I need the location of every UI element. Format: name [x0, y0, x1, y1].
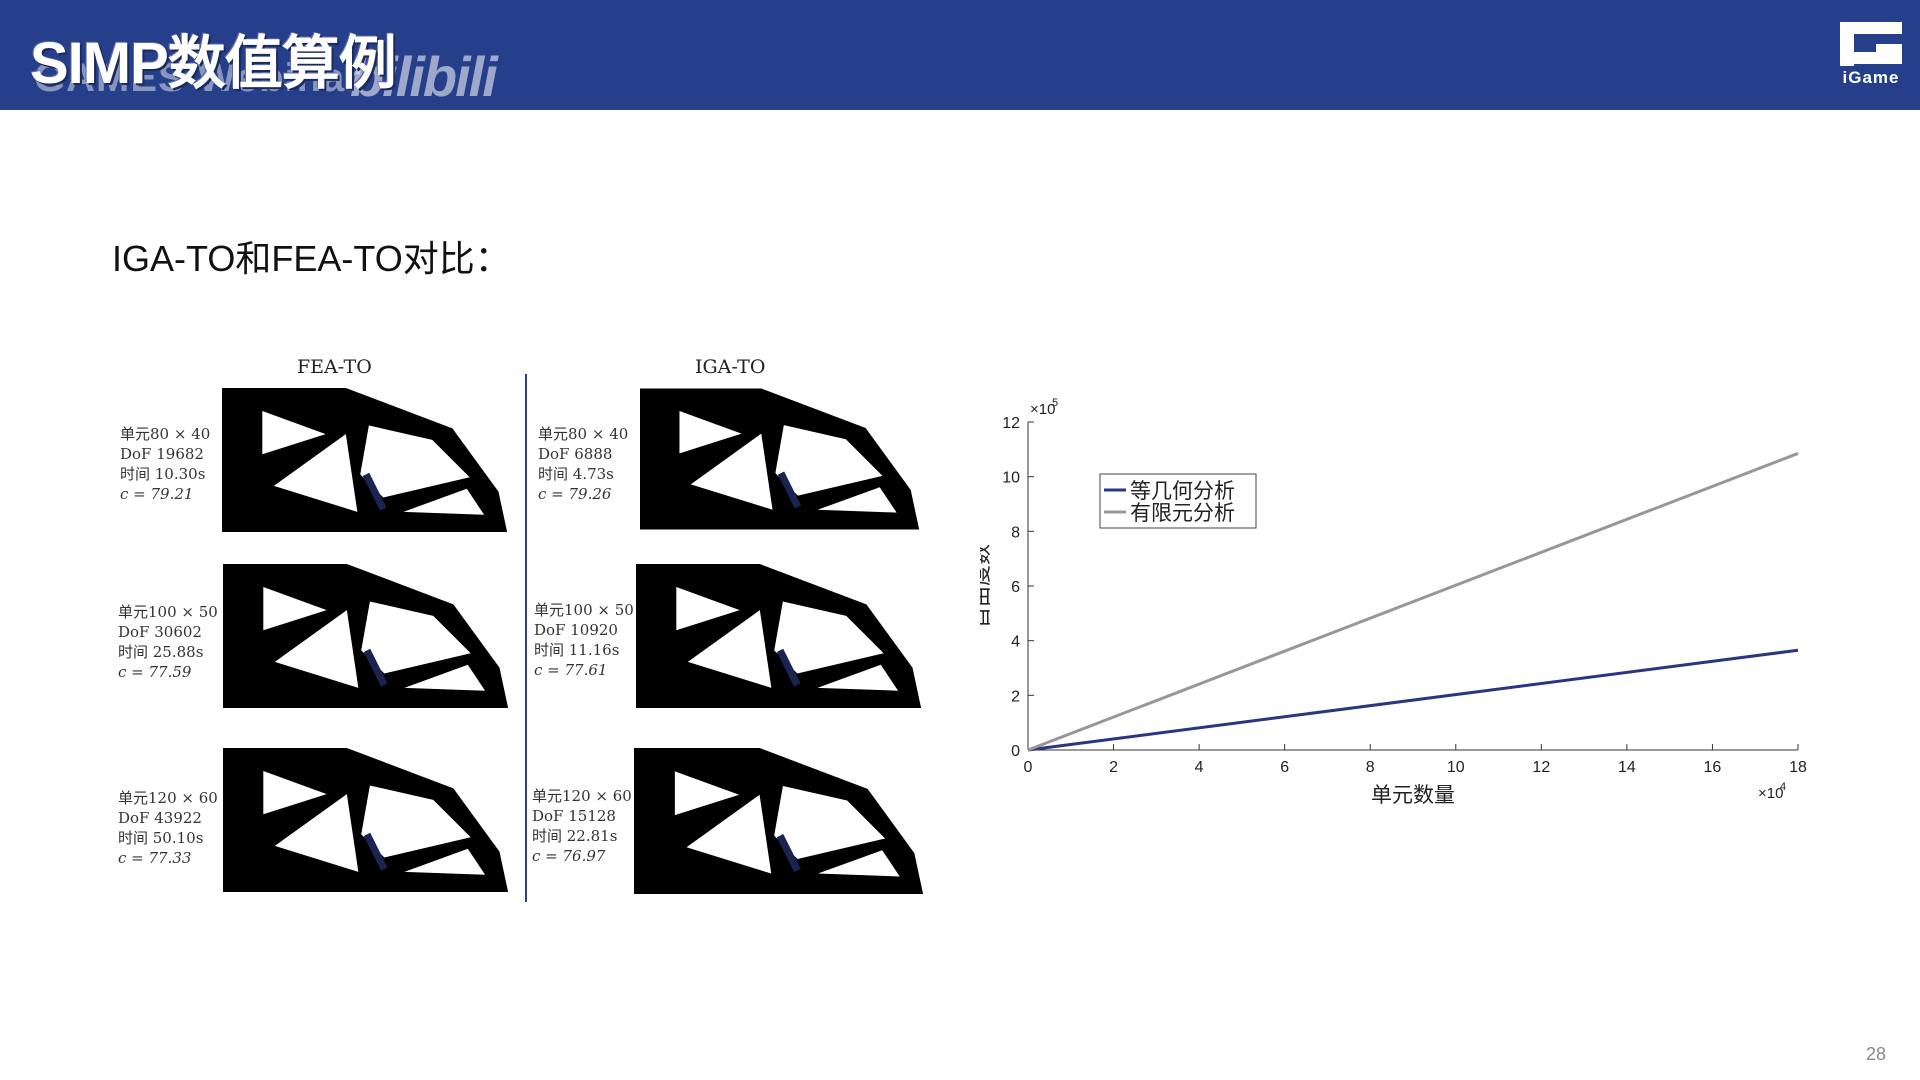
case-compliance: c = 76.97: [532, 847, 606, 865]
y-axis-exponent: 5: [1052, 397, 1058, 409]
y-tick-label: 12: [1002, 415, 1020, 432]
legend-label-2: 有限元分析: [1130, 501, 1235, 525]
x-tick-label: 4: [1195, 759, 1204, 776]
x-tick-label: 0: [1024, 759, 1033, 776]
slide-title: SIMP数值算例: [30, 31, 397, 96]
case-mesh: 单元100 × 50: [118, 603, 218, 621]
case-time: 时间 4.73s: [538, 465, 614, 483]
y-tick-label: 8: [1011, 524, 1020, 541]
y-tick-label: 2: [1011, 688, 1020, 705]
case-mesh: 单元80 × 40: [120, 425, 211, 443]
case-compliance: c = 79.26: [538, 485, 612, 503]
y-tick-label: 6: [1011, 579, 1020, 596]
series-line-1: [1027, 648, 1799, 752]
x-tick-label: 8: [1366, 759, 1375, 776]
y-axis-label: 自由度数: [980, 544, 993, 628]
legend-box: [1099, 473, 1257, 529]
column-divider: [525, 374, 527, 902]
watermark-bilibili: bilibili: [350, 45, 498, 108]
x-tick-label: 10: [1447, 759, 1465, 776]
fea-case-1: 单元80 × 40 DoF 19682 时间 10.30s c = 79.21: [120, 424, 210, 504]
case-time: 时间 10.30s: [120, 465, 206, 483]
igame-logo: [1840, 22, 1902, 66]
x-tick-label: 2: [1109, 759, 1118, 776]
x-tick-label: 6: [1280, 759, 1289, 776]
case-mesh: 单元100 × 50: [534, 601, 634, 619]
iga-beam-image-1: [640, 388, 922, 530]
case-dof: DoF 43922: [118, 809, 202, 827]
section-subtitle: IGA-TO和FEA-TO对比：: [112, 238, 511, 279]
case-dof: DoF 10920: [534, 621, 618, 639]
legend-label-1: 等几何分析: [1130, 479, 1235, 503]
case-compliance: c = 77.59: [118, 663, 192, 681]
y-tick-label: 10: [1002, 470, 1020, 487]
case-time: 时间 22.81s: [532, 827, 618, 845]
x-axis-exponent: 4: [1780, 781, 1786, 793]
x-tick-label: 18: [1789, 759, 1807, 776]
fea-beam-image-1: [222, 388, 510, 532]
x-tick-label: 14: [1618, 759, 1636, 776]
x-axis-label: 单元数量: [1371, 783, 1455, 807]
fea-beam-image-3: [222, 748, 512, 892]
iga-beam-image-2: [636, 564, 924, 708]
iga-column-title: IGA-TO: [695, 356, 766, 378]
case-dof: DoF 19682: [120, 445, 204, 463]
case-mesh: 单元120 × 60: [532, 787, 632, 805]
case-time: 时间 50.10s: [118, 829, 204, 847]
case-time: 时间 11.16s: [534, 641, 620, 659]
dof-comparison-chart: 0 2 4 6 8 10 12 14 16 18024681012×105×104单元数量自由度数…: [980, 397, 1807, 807]
fea-case-3: 单元120 × 60 DoF 43922 时间 50.10s c = 77.33: [118, 788, 218, 868]
y-axis-multiplier: ×10: [1030, 401, 1055, 418]
case-compliance: c = 79.21: [120, 485, 194, 503]
case-time: 时间 25.88s: [118, 643, 204, 661]
x-tick-label: 12: [1532, 759, 1550, 776]
fea-beam-image-2: [222, 564, 512, 708]
iga-case-1: 单元80 × 40 DoF 6888 时间 4.73s c = 79.26: [538, 424, 628, 504]
page-number: 28: [1866, 1044, 1887, 1064]
case-compliance: c = 77.33: [118, 849, 192, 867]
logo-text: iGame: [1842, 68, 1900, 87]
x-axis-multiplier: ×10: [1758, 785, 1783, 802]
x-tick-label: 16: [1704, 759, 1722, 776]
case-compliance: c = 77.61: [534, 661, 608, 679]
watermark-text: GAMES Webinar: [34, 56, 362, 100]
iga-beam-image-3: [634, 748, 926, 894]
fea-column-title: FEA-TO: [297, 356, 372, 378]
iga-case-3: 单元120 × 60 DoF 15128 时间 22.81s c = 76.97: [532, 786, 632, 866]
fea-case-2: 单元100 × 50 DoF 30602 时间 25.88s c = 77.59: [118, 602, 218, 682]
case-mesh: 单元80 × 40: [538, 425, 629, 443]
case-dof: DoF 30602: [118, 623, 202, 641]
series-line-2: [1027, 452, 1799, 752]
iga-case-2: 单元100 × 50 DoF 10920 时间 11.16s c = 77.61: [534, 600, 634, 680]
title-bar: GAMES Webinar bilibili SIMP数值算例 iGame: [0, 0, 1920, 110]
y-tick-label: 4: [1011, 634, 1020, 651]
case-mesh: 单元120 × 60: [118, 789, 218, 807]
y-tick-label: 0: [1011, 743, 1020, 760]
case-dof: DoF 6888: [538, 445, 613, 463]
case-dof: DoF 15128: [532, 807, 616, 825]
